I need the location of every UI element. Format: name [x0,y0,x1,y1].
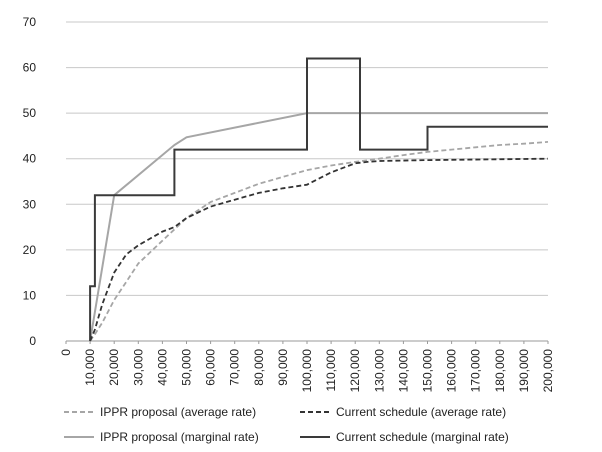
y-tick-label: 60 [23,61,37,75]
x-tick-label: 170,000 [469,349,483,393]
x-tick-label: 80,000 [252,349,266,386]
x-tick-label: 60,000 [204,349,218,386]
x-tick-label: 160,000 [445,349,459,393]
x-tick-label: 70,000 [228,349,242,386]
legend-label: Current schedule (average rate) [336,405,506,419]
x-tick-label: 140,000 [396,349,410,393]
x-tick-label: 10,000 [83,349,97,386]
x-tick-label: 110,000 [324,349,338,392]
x-tick-label: 30,000 [131,349,145,386]
series-line-current-schedule-marginal-rate [89,57,548,341]
x-tick-label: 50,000 [180,349,194,386]
y-tick-label: 70 [23,15,37,29]
y-tick-label: 10 [23,288,37,302]
legend: IPPR proposal (average rate) IPPR proposa… [64,405,509,444]
x-tick-label: 200,000 [541,349,555,393]
legend-label: Current schedule (marginal rate) [336,430,509,444]
x-tick-label: 120,000 [348,349,362,393]
series-line-ippr-proposal-average-rate [89,141,549,342]
y-tick-label: 40 [23,152,37,166]
x-tick-label: 180,000 [493,349,507,393]
legend-item: IPPR proposal (average rate) [64,405,256,419]
x-tick-label: 40,000 [155,349,169,386]
x-tick-label: 130,000 [372,349,386,393]
series-line-ippr-proposal-marginal-rate [89,112,548,342]
y-tick-label: 50 [23,106,37,120]
legend-item: IPPR proposal (marginal rate) [64,430,259,444]
x-tick-label: 190,000 [517,349,531,393]
axis-layer: 0 10 20 30 40 50 60 70 0 10,000 20,000 30,000 40,000… [23,15,555,392]
series-line-current-schedule-average-rate [89,157,549,342]
y-tick-label: 0 [29,334,36,348]
y-tick-label: 30 [23,197,37,211]
series-layer [89,57,549,342]
x-tick-label: 0 [59,349,73,356]
y-tick-label: 20 [23,243,37,257]
legend-item: Current schedule (average rate) [300,405,506,419]
legend-label: IPPR proposal (average rate) [100,405,256,419]
x-tick-label: 20,000 [107,349,121,386]
x-tick-label: 90,000 [276,349,290,386]
legend-label: IPPR proposal (marginal rate) [100,430,259,444]
x-tick-label: 100,000 [300,349,314,393]
legend-item: Current schedule (marginal rate) [300,430,509,444]
x-tick-label: 150,000 [421,349,435,393]
